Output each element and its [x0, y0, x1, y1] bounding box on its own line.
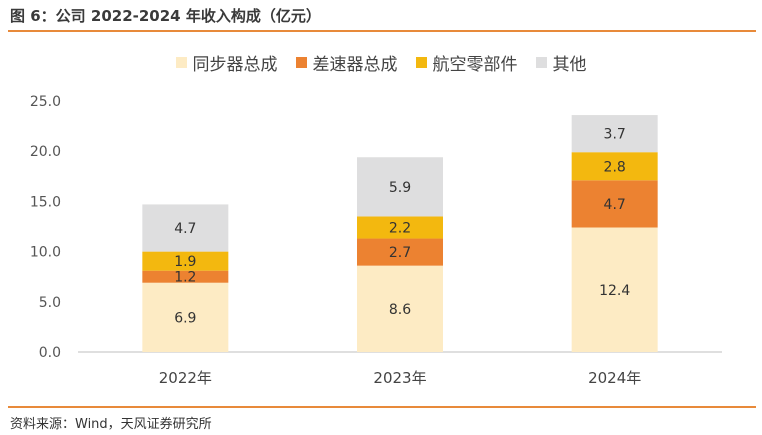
bar-segment: [571, 152, 658, 181]
data-label: 3.7: [604, 127, 626, 143]
y-tick-label: 0.0: [39, 345, 61, 361]
data-label: 1.9: [174, 254, 196, 270]
legend-label: 航空零部件: [432, 55, 518, 75]
y-tick-label: 5.0: [39, 295, 61, 311]
bar-segment: [142, 251, 229, 271]
y-tick-label: 10.0: [30, 245, 61, 261]
data-label: 6.9: [174, 310, 196, 326]
bar-segment: [357, 157, 443, 217]
y-tick-label: 20.0: [30, 144, 61, 160]
legend-item-other: 其他: [535, 50, 587, 75]
data-label: 2.7: [389, 245, 411, 261]
source-note: 资料来源：Wind，天风证券研究所: [10, 417, 212, 432]
data-label: 4.7: [604, 197, 626, 213]
data-label: 8.6: [389, 302, 411, 318]
y-tick-label: 25.0: [30, 94, 61, 110]
bar-segment: [571, 227, 658, 352]
bar-segment: [357, 216, 443, 239]
data-label: 2.8: [604, 159, 626, 175]
data-label: 2.2: [389, 221, 411, 237]
data-label: 12.4: [599, 283, 630, 299]
bar-segment: [142, 204, 229, 252]
legend-item-differential: 差速器总成: [295, 50, 398, 75]
legend-swatch: [415, 57, 427, 68]
figure-title: 图 6：公司 2022-2024 年收入构成（亿元）: [10, 7, 321, 25]
bar-segment: [357, 238, 443, 266]
bar-segment: [571, 180, 658, 228]
bar-segment: [571, 115, 658, 153]
bottom-divider: [8, 406, 756, 408]
data-label: 1.2: [174, 270, 196, 286]
bar-segment: [142, 282, 229, 352]
bar-segment: [142, 270, 229, 283]
x-tick-label: 2023年: [373, 369, 426, 387]
y-tick-label: 15.0: [30, 194, 61, 210]
legend-swatch: [535, 57, 547, 68]
data-label: 5.9: [389, 180, 411, 196]
bar-segment: [357, 265, 443, 352]
top-divider: [8, 30, 756, 32]
data-label: 4.7: [174, 221, 196, 237]
legend-label: 其他: [552, 55, 587, 75]
legend-label: 同步器总成: [192, 55, 278, 75]
chart-legend: 同步器总成 差速器总成 航空零部件 其他: [0, 50, 762, 75]
legend-label: 差速器总成: [312, 55, 398, 75]
legend-item-synchronizer: 同步器总成: [175, 50, 278, 75]
x-tick-label: 2022年: [159, 369, 212, 387]
legend-item-aerospace: 航空零部件: [415, 50, 518, 75]
x-tick-label: 2024年: [588, 369, 641, 387]
legend-swatch: [295, 57, 307, 68]
legend-swatch: [175, 57, 187, 68]
